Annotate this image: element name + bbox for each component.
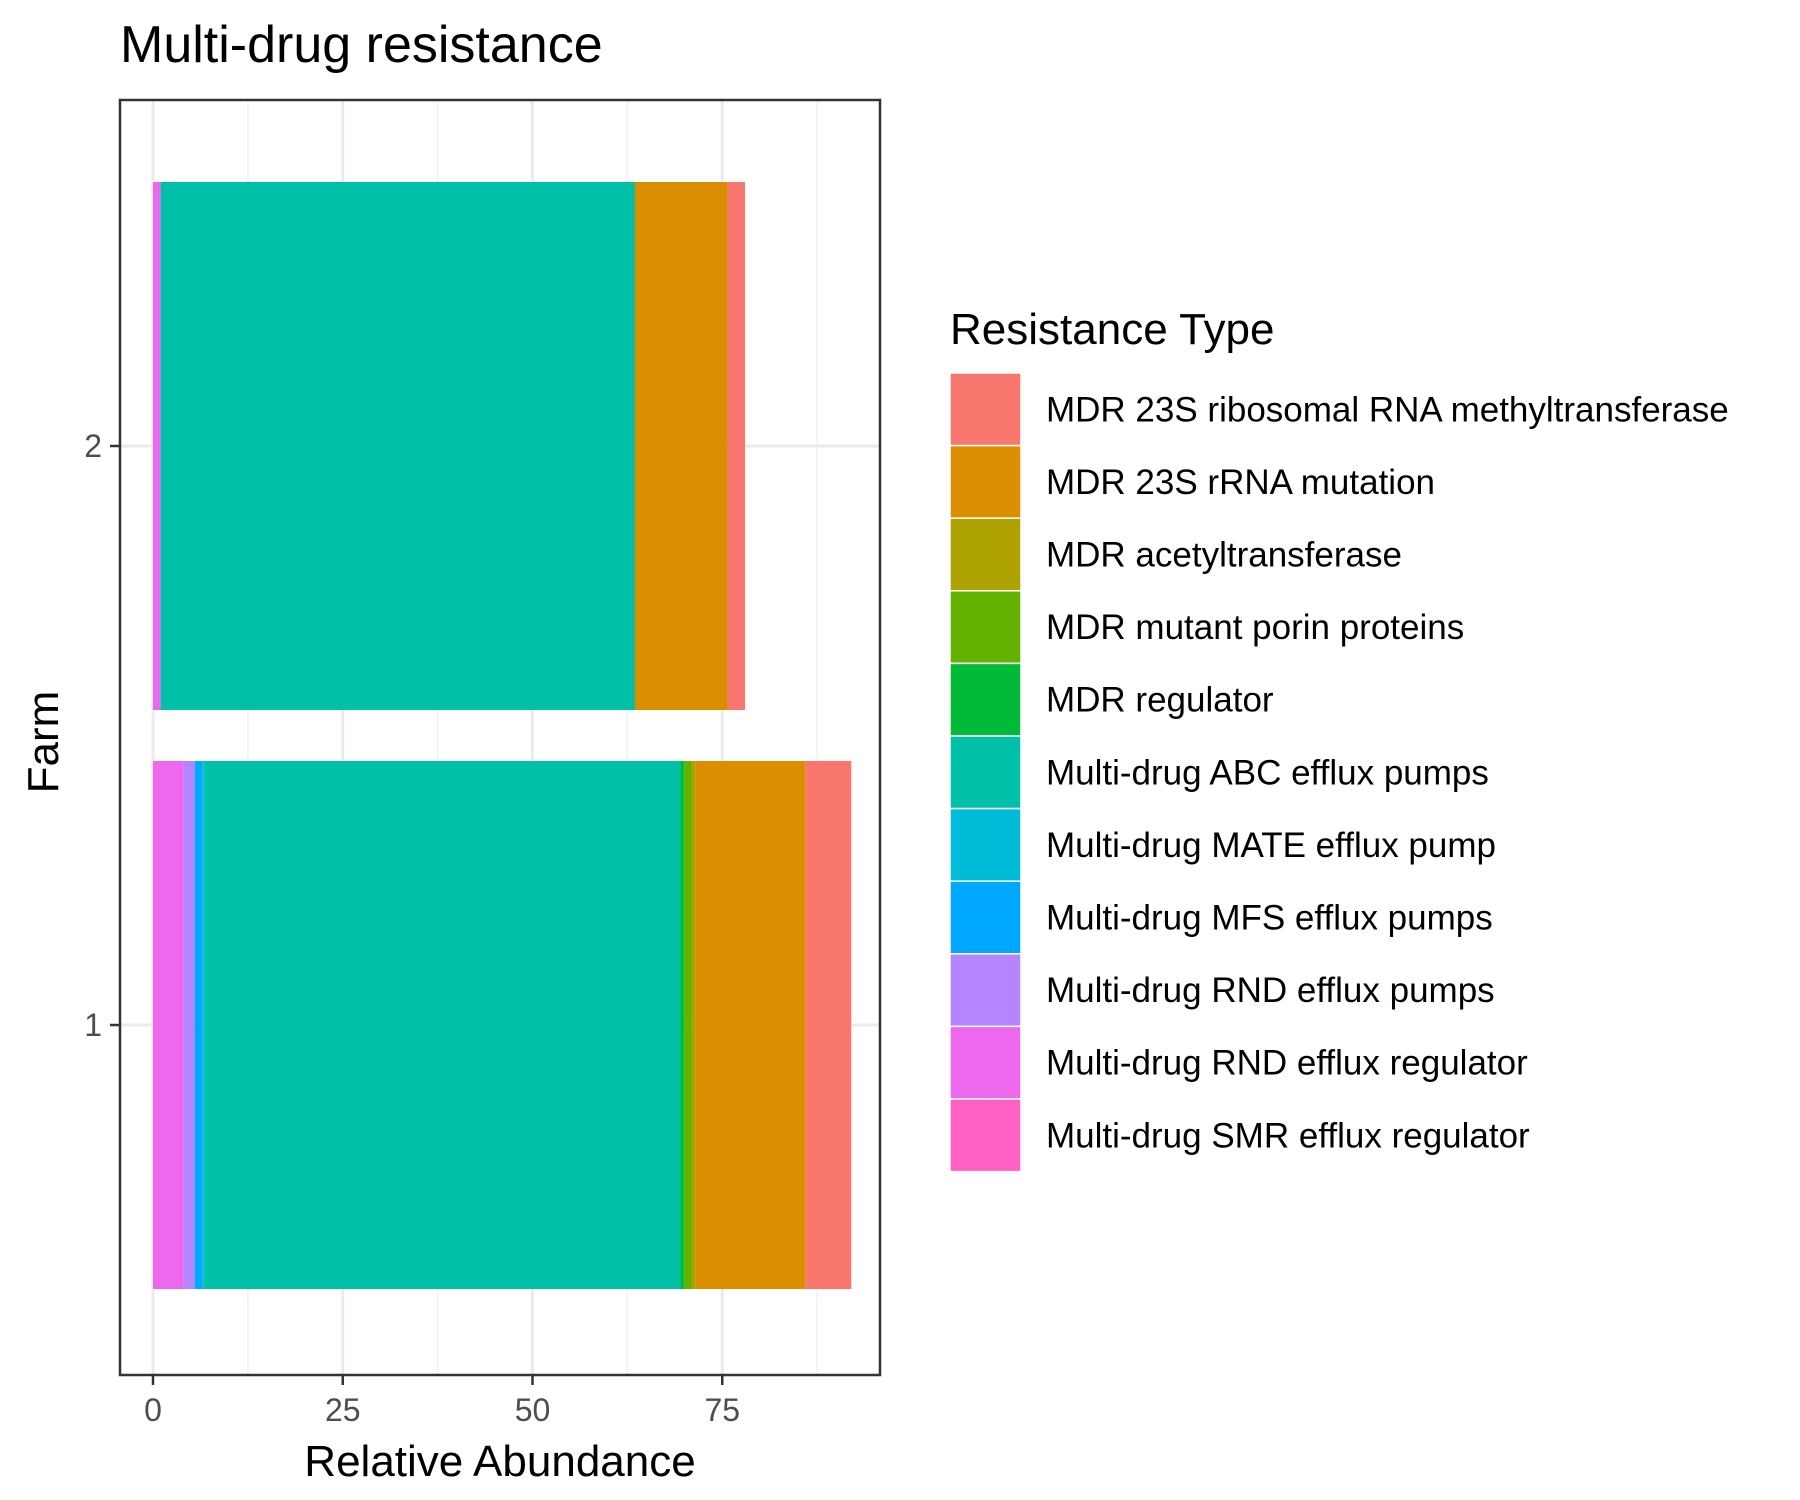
legend-label: MDR 23S rRNA mutation [1046, 463, 1435, 502]
bar-segment [695, 761, 806, 1289]
x-tick-label: 75 [704, 1392, 740, 1428]
legend-key [949, 517, 1022, 592]
x-tick-label: 0 [144, 1392, 162, 1428]
bar-segment [691, 761, 696, 1289]
bar-segment [153, 761, 184, 1289]
x-tick-label: 50 [515, 1392, 551, 1428]
legend-key [949, 807, 1022, 882]
legend-title: Resistance Type [950, 305, 1274, 354]
bar-segment [202, 761, 205, 1289]
legend-label: Multi-drug RND efflux regulator [1046, 1044, 1528, 1083]
bar-segment [204, 761, 681, 1289]
x-axis-title: Relative Abundance [304, 1437, 695, 1486]
chart-title: Multi-drug resistance [120, 16, 603, 74]
bar-segment [634, 182, 728, 710]
legend-label: Multi-drug RND efflux pumps [1046, 971, 1495, 1010]
bar-segment [194, 761, 203, 1289]
bar-segment [805, 761, 852, 1289]
bar-segment [684, 761, 692, 1289]
legend-label: Multi-drug MFS efflux pumps [1046, 899, 1493, 938]
legend-key [949, 590, 1022, 665]
legend-key [949, 953, 1022, 1028]
plot-area: 0 25 50 75 1 2 [84, 98, 882, 1428]
legend-key [949, 1025, 1022, 1100]
legend-label: Multi-drug SMR efflux regulator [1046, 1116, 1530, 1155]
bar-segment [727, 182, 746, 710]
bar-segment [680, 761, 685, 1289]
panel-border [118, 98, 882, 1377]
bar-segment [153, 182, 161, 710]
legend-label: MDR 23S ribosomal RNA methyltransferase [1046, 390, 1729, 429]
bar-segment [183, 761, 195, 1289]
y-axis-title: Farm [19, 691, 68, 794]
legend-key [949, 444, 1022, 519]
legend-label: Multi-drug MATE efflux pump [1046, 826, 1496, 865]
legend-key [949, 662, 1022, 737]
bar-segment [160, 182, 635, 710]
y-tick-label: 1 [84, 1007, 102, 1043]
x-tick-label: 25 [325, 1392, 361, 1428]
legend-label: MDR regulator [1046, 681, 1274, 720]
legend: MDR 23S ribosomal RNA methyltransferase M… [949, 372, 1729, 1173]
y-tick-label: 2 [84, 428, 102, 464]
legend-label: MDR acetyltransferase [1046, 536, 1402, 575]
legend-key [949, 735, 1022, 810]
legend-key [949, 372, 1022, 447]
legend-label: MDR mutant porin proteins [1046, 608, 1464, 647]
legend-key [949, 1098, 1022, 1173]
legend-label: Multi-drug ABC efflux pumps [1046, 753, 1489, 792]
legend-key [949, 880, 1022, 955]
